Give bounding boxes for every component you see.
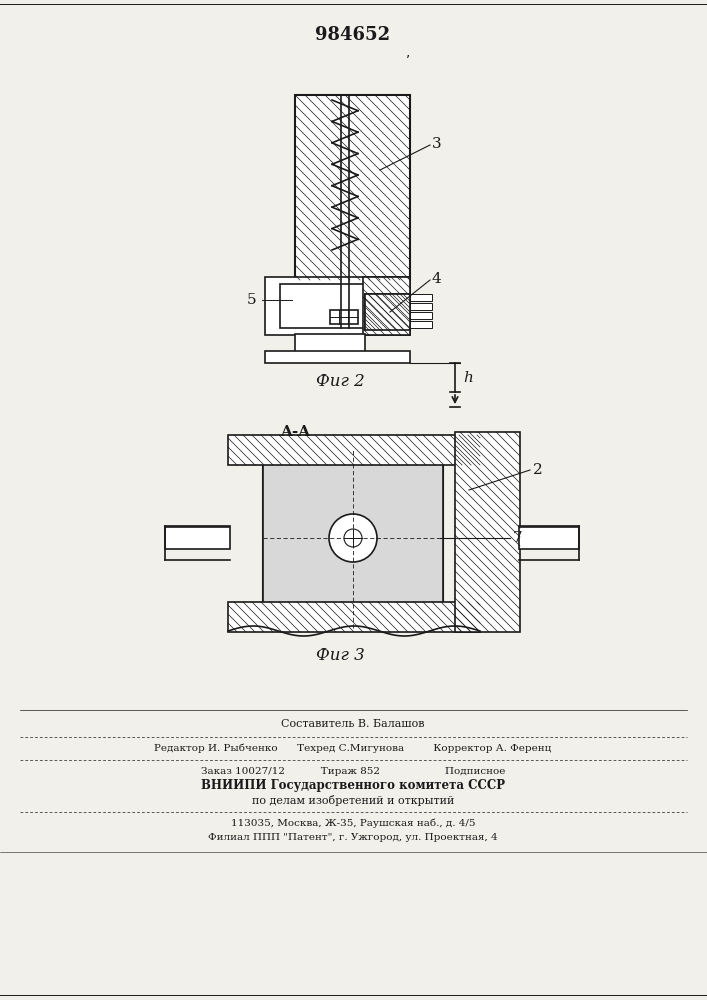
Text: по делам изобретений и открытий: по делам изобретений и открытий [252,794,454,806]
Bar [295,95,410,280]
Text: 5: 5 [247,293,257,307]
Bar [280,284,365,328]
Bar [410,312,432,319]
Text: Фиг 2: Фиг 2 [315,373,364,390]
Text: Заказ 10027/12           Тираж 852                    Подписное: Заказ 10027/12 Тираж 852 Подписное [201,766,506,776]
Bar [295,95,410,280]
Text: Филиал ППП "Патент", г. Ужгород, ул. Проектная, 4: Филиал ППП "Патент", г. Ужгород, ул. Про… [208,832,498,842]
Text: ,: , [406,45,410,59]
FancyBboxPatch shape [263,448,443,628]
Text: 7: 7 [513,531,522,545]
Bar [265,351,410,363]
Text: ВНИИПИ Государственного комитета СССР: ВНИИПИ Государственного комитета СССР [201,780,505,792]
Bar [228,602,480,632]
Text: A-A: A-A [280,425,310,439]
Bar [519,527,579,549]
Bar [263,448,443,628]
Bar [295,334,365,352]
Bar [410,303,432,310]
Text: 113035, Москва, Ж-35, Раушская наб., д. 4/5: 113035, Москва, Ж-35, Раушская наб., д. … [230,818,475,828]
Text: 984652: 984652 [315,26,390,44]
Bar [228,435,480,465]
Text: 2: 2 [533,463,543,477]
Circle shape [344,529,362,547]
Bar [265,277,410,335]
Text: Составитель В. Балашов: Составитель В. Балашов [281,719,425,729]
Bar [410,294,432,301]
Text: Фиг 3: Фиг 3 [315,647,364,664]
Bar [363,277,410,335]
Text: 3: 3 [432,137,442,151]
Text: h: h [463,371,473,385]
Text: Редактор И. Рыбченко      Техред С.Мигунова         Корректор А. Ференц: Редактор И. Рыбченко Техред С.Мигунова К… [154,743,551,753]
Circle shape [329,514,377,562]
Bar [410,321,432,328]
Bar [330,310,358,324]
Bar [365,294,410,330]
Polygon shape [365,294,410,330]
Bar [455,432,520,632]
Bar [165,527,230,549]
Text: 4: 4 [432,272,442,286]
